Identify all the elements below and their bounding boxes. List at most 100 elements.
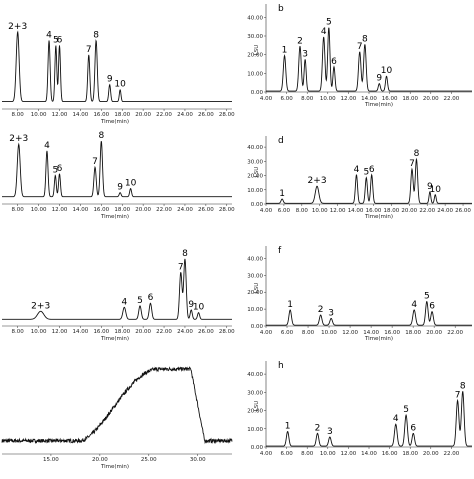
trace-line xyxy=(2,30,232,103)
trace-line xyxy=(1,366,233,445)
peak-label: 10 xyxy=(430,185,442,195)
panel-label: h xyxy=(278,361,284,371)
x-tick-label: 28.00 xyxy=(219,207,235,213)
x-tick-label: 16.00 xyxy=(93,112,109,118)
x-tick-label: 15.00 xyxy=(43,457,59,463)
peak-label: 2 xyxy=(318,305,324,315)
x-tick-label: 10.00 xyxy=(320,96,336,102)
x-tick-label: 10.00 xyxy=(31,207,47,213)
x-tick-label: 28.00 xyxy=(219,112,235,118)
x-tick-label: 8.00 xyxy=(301,96,314,102)
peak-label: 6 xyxy=(369,165,375,175)
panel-label: f xyxy=(278,246,282,256)
x-tick-label: 14.00 xyxy=(73,112,89,118)
y-tick-label: 30.00 xyxy=(247,390,263,396)
peak-label: 4 xyxy=(121,297,127,307)
x-tick-label: 18.00 xyxy=(402,451,418,457)
x-tick-label: 24.00 xyxy=(437,208,453,214)
x-tick-label: 18.00 xyxy=(114,329,130,335)
x-tick-label: 26.00 xyxy=(198,329,214,335)
peak-label: 1 xyxy=(287,300,293,310)
peak-label: 4 xyxy=(393,414,399,424)
peak-label: 4 xyxy=(44,141,50,151)
peak-label: 7 xyxy=(92,157,98,167)
y-axis-label: LSU xyxy=(254,167,260,178)
x-tick-label: 4.00 xyxy=(260,208,273,214)
y-tick-label: 10.00 xyxy=(247,71,263,77)
x-tick-label: 10.00 xyxy=(321,330,337,336)
peak-label: 6 xyxy=(331,57,337,67)
x-tick-label: 16.00 xyxy=(93,207,109,213)
x-tick-label: 22.00 xyxy=(156,112,172,118)
x-tick-label: 4.00 xyxy=(260,451,273,457)
x-tick-label: 24.00 xyxy=(177,112,193,118)
panel-f: 0.00 10.00 20.00 30.00 40.00 LSU f 4.00 6.00 8.00… xyxy=(247,246,472,342)
x-tick-label: 18.00 xyxy=(114,112,130,118)
peak-label: 5 xyxy=(424,292,430,302)
peak-label: 4 xyxy=(46,30,52,40)
x-tick-label: 22.00 xyxy=(447,330,463,336)
y-tick-label: 0.00 xyxy=(251,324,264,330)
x-tick-label: 18.00 xyxy=(405,330,421,336)
x-tick-label: 6.00 xyxy=(280,96,293,102)
x-tick-label: 22.00 xyxy=(156,207,172,213)
trace-line xyxy=(266,391,472,447)
peak-label: 5 xyxy=(53,36,59,46)
x-tick-label: 30.00 xyxy=(190,457,206,463)
x-tick-label: 20.00 xyxy=(401,208,417,214)
peak-label: 5 xyxy=(403,405,409,415)
x-tick-label: 12.00 xyxy=(341,96,357,102)
peak-label: 1 xyxy=(285,422,291,432)
peak-label: 2 xyxy=(297,36,303,46)
x-tick-label: 16.00 xyxy=(366,208,382,214)
peak-label: 5 xyxy=(137,296,143,306)
panel-b: 0.00 10.00 20.00 30.00 40.00 LSU b 4.00 6.00 8.00… xyxy=(247,4,472,108)
x-tick-label: 12.00 xyxy=(342,330,358,336)
peak-label: 10 xyxy=(193,303,205,313)
x-tick-label: 16.00 xyxy=(382,451,398,457)
peak-label: 3 xyxy=(328,308,334,318)
y-tick-label: 0.00 xyxy=(251,90,264,96)
x-tick-label: 10.00 xyxy=(31,112,47,118)
x-axis-label: Time(min) xyxy=(100,214,129,220)
x-tick-label: 4.00 xyxy=(260,330,273,336)
x-axis-label: Time(min) xyxy=(100,464,129,470)
peak-label: 4 xyxy=(411,300,417,310)
x-tick-label: 6.00 xyxy=(281,330,294,336)
trace-line xyxy=(266,301,472,326)
x-tick-label: 6.00 xyxy=(278,208,291,214)
peak-label: 8 xyxy=(414,149,420,159)
peak-label: 6 xyxy=(148,293,154,303)
peak-label: 9 xyxy=(427,182,433,192)
panel-label: d xyxy=(278,136,284,146)
peak-label: 9 xyxy=(107,75,113,85)
panel-c: 8.00 10.00 12.00 14.00 16.00 18.00 20.00 22.00 2… xyxy=(2,131,235,220)
peak-label: 1 xyxy=(279,189,285,199)
y-tick-label: 10.00 xyxy=(247,307,263,313)
x-tick-label: 8.00 xyxy=(301,451,314,457)
x-tick-label: 18.00 xyxy=(384,208,400,214)
peak-label: 2+3 xyxy=(9,134,28,144)
x-tick-label: 20.00 xyxy=(92,457,108,463)
x-tick-label: 20.00 xyxy=(423,451,439,457)
y-axis-label: LSU xyxy=(254,283,260,294)
peak-label: 8 xyxy=(98,131,104,141)
y-tick-label: 0.00 xyxy=(251,445,264,451)
peak-label: 7 xyxy=(409,159,415,169)
x-axis-label: Time(min) xyxy=(364,102,393,108)
x-tick-label: 12.00 xyxy=(52,329,68,335)
x-tick-label: 25.00 xyxy=(141,457,157,463)
y-tick-label: 40.00 xyxy=(247,256,263,262)
peak-label: 5 xyxy=(363,168,369,178)
trace-line xyxy=(2,140,232,198)
x-tick-label: 18.00 xyxy=(402,96,418,102)
y-tick-label: 20.00 xyxy=(247,174,263,180)
peak-label: 6 xyxy=(429,302,435,312)
y-tick-label: 30.00 xyxy=(247,159,263,165)
panel-e: 8.00 10.00 12.00 14.00 16.00 18.00 20.00 22.00 2… xyxy=(2,249,235,342)
y-tick-label: 10.00 xyxy=(247,188,263,194)
y-tick-label: 30.00 xyxy=(247,34,263,40)
x-tick-label: 16.00 xyxy=(93,329,109,335)
x-tick-label: 8.00 xyxy=(302,330,315,336)
y-tick-label: 20.00 xyxy=(247,409,263,415)
